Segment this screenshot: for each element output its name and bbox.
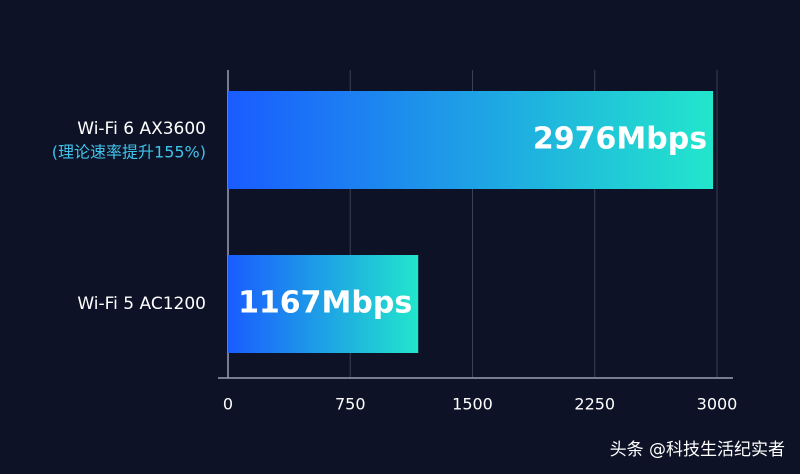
x-tick-label: 3000 xyxy=(697,395,738,414)
x-tick-label: 750 xyxy=(335,395,366,414)
category-label: Wi-Fi 5 AC1200 xyxy=(77,294,206,314)
category-subtitle: (理论速率提升155%) xyxy=(52,143,206,162)
x-tick-label: 0 xyxy=(223,395,233,414)
x-tick-label: 1500 xyxy=(452,395,493,414)
watermark: 头条 @科技生活纪实者 xyxy=(610,440,785,460)
bar xyxy=(228,255,419,353)
category-label: Wi-Fi 6 AX3600 xyxy=(77,119,206,139)
value-label: 2976Mbps xyxy=(533,122,707,157)
x-tick-label: 2250 xyxy=(574,395,615,414)
bar xyxy=(228,91,714,189)
value-label: 1167Mbps xyxy=(238,286,412,321)
